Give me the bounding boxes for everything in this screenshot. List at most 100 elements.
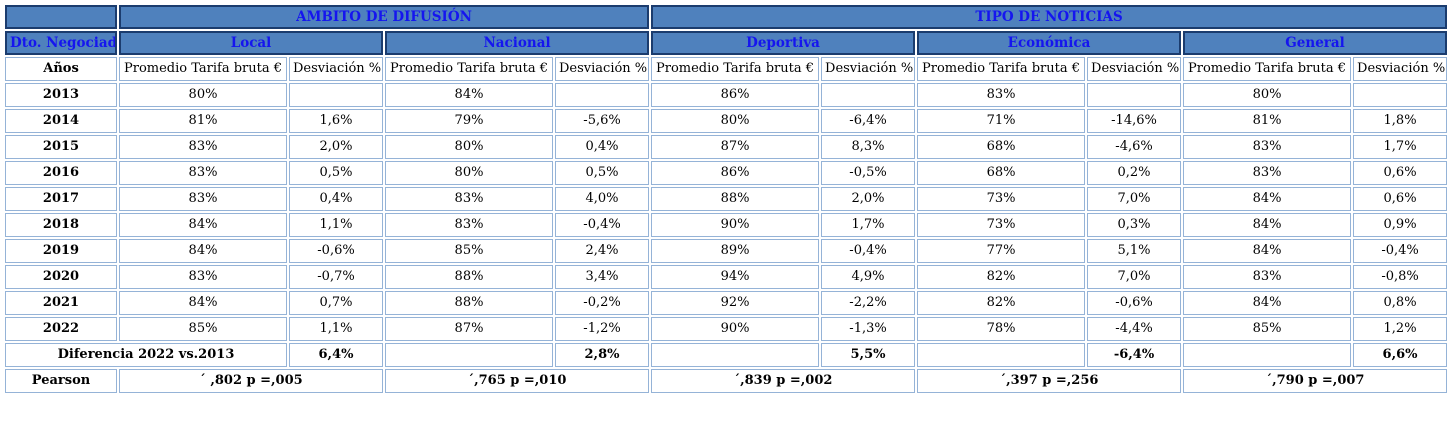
category-header-general: General — [1183, 31, 1448, 55]
year-cell: 2013 — [5, 83, 117, 107]
value-cell: 0,4% — [555, 135, 650, 159]
year-cell: 2014 — [5, 109, 117, 133]
dto-negociado-header: Dto. Negociado — [5, 31, 117, 55]
value-cell: 79% — [385, 109, 553, 133]
value-cell: 0,3% — [1087, 213, 1182, 237]
value-cell: 87% — [651, 135, 820, 159]
metric-header-desviacion: Desviación % — [1087, 57, 1182, 81]
value-cell: 84% — [1183, 187, 1352, 211]
value-cell: 87% — [385, 317, 553, 341]
year-cell: 2015 — [5, 135, 117, 159]
value-cell: 88% — [651, 187, 820, 211]
metric-header-desviacion: Desviación % — [821, 57, 916, 81]
value-cell: 83% — [119, 161, 287, 185]
value-cell: -0,8% — [1353, 265, 1448, 289]
value-cell: 84% — [1183, 239, 1352, 263]
value-cell: 2,0% — [821, 187, 916, 211]
category-header-row: Dto. Negociado Local Nacional Deportiva … — [5, 31, 1448, 55]
metric-header-promedio: Promedio Tarifa bruta € — [651, 57, 820, 81]
value-cell: 90% — [651, 317, 820, 341]
value-cell: 5,1% — [1087, 239, 1182, 263]
value-cell: 94% — [651, 265, 820, 289]
value-cell: -1,3% — [821, 317, 916, 341]
value-cell — [651, 343, 820, 367]
value-cell: 1,7% — [821, 213, 916, 237]
year-cell: 2022 — [5, 317, 117, 341]
category-header-nacional: Nacional — [385, 31, 650, 55]
value-cell: 88% — [385, 291, 553, 315]
value-cell: 0,6% — [1353, 187, 1448, 211]
value-cell: 83% — [119, 265, 287, 289]
value-cell: -6,4% — [1087, 343, 1182, 367]
table-row: 2017 83% 0,4% 83% 4,0% 88% 2,0% 73% 7,0% 84% 0,6% — [5, 187, 1448, 211]
value-cell: 84% — [1183, 213, 1352, 237]
pearson-label: Pearson — [5, 369, 117, 393]
metric-header-promedio: Promedio Tarifa bruta € — [119, 57, 287, 81]
year-cell: 2018 — [5, 213, 117, 237]
value-cell: -0,6% — [1087, 291, 1182, 315]
value-cell: 1,2% — [1353, 317, 1448, 341]
value-cell: 68% — [917, 135, 1086, 159]
value-cell: 83% — [1183, 161, 1352, 185]
value-cell: 83% — [385, 213, 553, 237]
value-cell — [1353, 83, 1448, 107]
year-cell: 2019 — [5, 239, 117, 263]
metric-header-row: Años Promedio Tarifa bruta € Desviación … — [5, 57, 1448, 81]
value-cell: 82% — [917, 265, 1086, 289]
table-row: 2013 80% 84% 86% 83% 80% — [5, 83, 1448, 107]
table-row: 2015 83% 2,0% 80% 0,4% 87% 8,3% 68% -4,6% 83% 1,7% — [5, 135, 1448, 159]
table-row: 2020 83% -0,7% 88% 3,4% 94% 4,9% 82% 7,0% 83% -0,8… — [5, 265, 1448, 289]
pearson-row: Pearson ´ ,802 p =,005 ´,765 p =,010 ´,8… — [5, 369, 1448, 393]
group-header-row: AMBITO DE DIFUSIÓN TIPO DE NOTICIAS — [5, 5, 1448, 29]
value-cell: 80% — [1183, 83, 1352, 107]
metric-header-desviacion: Desviación % — [1353, 57, 1448, 81]
value-cell: 82% — [917, 291, 1086, 315]
category-header-local: Local — [119, 31, 383, 55]
value-cell: 0,5% — [555, 161, 650, 185]
value-cell: 3,4% — [555, 265, 650, 289]
value-cell: -2,2% — [821, 291, 916, 315]
value-cell — [1087, 83, 1182, 107]
value-cell: 1,8% — [1353, 109, 1448, 133]
table-body: AMBITO DE DIFUSIÓN TIPO DE NOTICIAS Dto.… — [5, 5, 1448, 393]
value-cell: 71% — [917, 109, 1086, 133]
value-cell — [385, 343, 553, 367]
value-cell: 0,5% — [289, 161, 383, 185]
pearson-value-general: ´,790 p =,007 — [1183, 369, 1448, 393]
page: AMBITO DE DIFUSIÓN TIPO DE NOTICIAS Dto.… — [5, 5, 1448, 393]
value-cell: 81% — [1183, 109, 1352, 133]
table-row: 2021 84% 0,7% 88% -0,2% 92% -2,2% 82% -0,6% 84% 0,… — [5, 291, 1448, 315]
category-header-economica: Económica — [917, 31, 1182, 55]
year-cell: 2016 — [5, 161, 117, 185]
value-cell: -5,6% — [555, 109, 650, 133]
metric-header-promedio: Promedio Tarifa bruta € — [1183, 57, 1352, 81]
value-cell: 83% — [917, 83, 1086, 107]
value-cell: 7,0% — [1087, 187, 1182, 211]
value-cell: -14,6% — [1087, 109, 1182, 133]
value-cell: 0,4% — [289, 187, 383, 211]
value-cell: 2,4% — [555, 239, 650, 263]
value-cell: 0,9% — [1353, 213, 1448, 237]
metric-header-desviacion: Desviación % — [289, 57, 383, 81]
value-cell: 83% — [1183, 135, 1352, 159]
value-cell: 73% — [917, 213, 1086, 237]
diferencia-label: Diferencia 2022 vs.2013 — [5, 343, 287, 367]
pearson-value-economica: ´,397 p =,256 — [917, 369, 1182, 393]
corner-cell — [5, 5, 117, 29]
value-cell: 0,8% — [1353, 291, 1448, 315]
value-cell: 0,6% — [1353, 161, 1448, 185]
value-cell: 84% — [119, 291, 287, 315]
value-cell: 4,0% — [555, 187, 650, 211]
value-cell: 84% — [119, 239, 287, 263]
value-cell: -0,4% — [555, 213, 650, 237]
value-cell: 80% — [651, 109, 820, 133]
value-cell: 84% — [1183, 291, 1352, 315]
value-cell: 80% — [119, 83, 287, 107]
metric-header-desviacion: Desviación % — [555, 57, 650, 81]
value-cell: 2,0% — [289, 135, 383, 159]
pearson-value-deportiva: ´,839 p =,002 — [651, 369, 916, 393]
value-cell: 6,4% — [289, 343, 383, 367]
value-cell: 92% — [651, 291, 820, 315]
value-cell: 6,6% — [1353, 343, 1448, 367]
pearson-value-local: ´ ,802 p =,005 — [119, 369, 383, 393]
